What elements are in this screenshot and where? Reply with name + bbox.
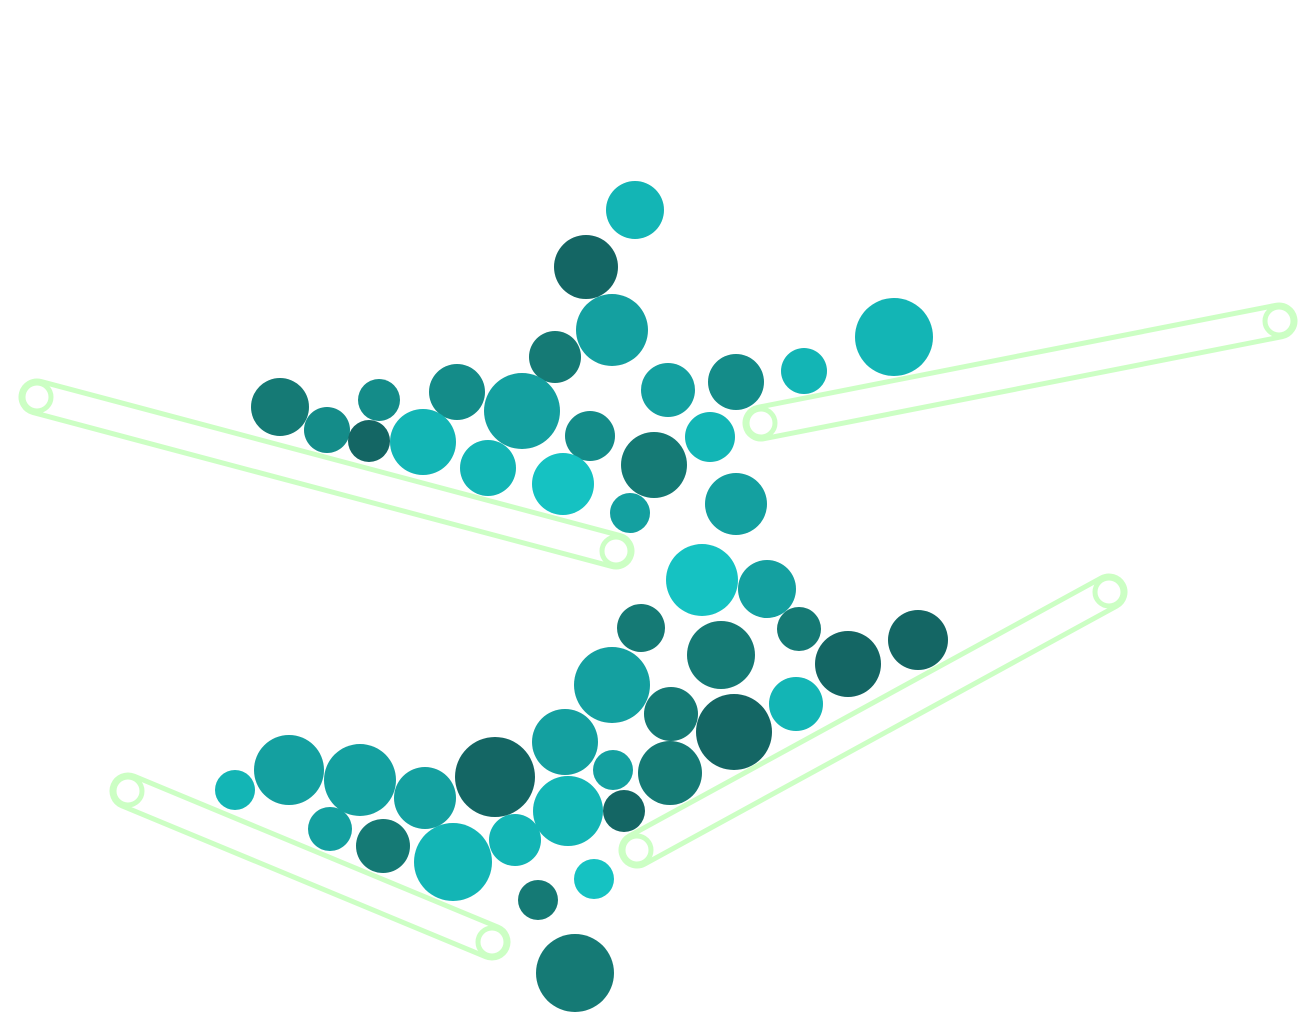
ball	[638, 741, 702, 805]
ball	[215, 770, 255, 810]
conveyor-upper-left	[18, 378, 635, 570]
ball	[687, 621, 755, 689]
ball	[610, 493, 650, 533]
ball	[532, 709, 598, 775]
ball	[356, 819, 410, 873]
conveyor-roller-start	[111, 774, 145, 808]
ball	[777, 607, 821, 651]
ball	[414, 823, 492, 901]
conveyor-roller-start	[20, 380, 54, 414]
ball	[455, 737, 535, 817]
ball	[390, 409, 456, 475]
ball	[536, 934, 614, 1012]
ball	[254, 735, 324, 805]
conveyor-roller-start	[620, 833, 654, 867]
conveyor-lower-right	[618, 573, 1128, 869]
ball	[565, 411, 615, 461]
ball	[574, 859, 614, 899]
ball	[769, 677, 823, 731]
ball	[685, 412, 735, 462]
ball	[484, 373, 560, 449]
ball	[394, 767, 456, 829]
ball	[532, 453, 594, 515]
ball	[815, 631, 881, 697]
ball	[529, 331, 581, 383]
conveyor-belts	[18, 302, 1298, 961]
conveyor-roller-end	[1092, 575, 1126, 609]
ball	[644, 687, 698, 741]
ball	[251, 378, 309, 436]
ball	[603, 790, 645, 832]
ball	[429, 364, 485, 420]
ball	[617, 604, 665, 652]
ball	[460, 440, 516, 496]
ball	[304, 407, 350, 453]
conveyor-lower-left	[109, 772, 511, 961]
conveyor-belt-body	[742, 302, 1298, 442]
ball	[324, 744, 396, 816]
ball	[855, 298, 933, 376]
ball	[606, 181, 664, 239]
ball	[348, 420, 390, 462]
ball	[621, 432, 687, 498]
ball	[358, 379, 400, 421]
ball	[708, 354, 764, 410]
ball	[576, 294, 648, 366]
ball	[738, 560, 796, 618]
conveyor-roller-end	[599, 534, 633, 568]
ball	[705, 473, 767, 535]
conveyor-roller-end	[1262, 304, 1296, 338]
ball	[308, 807, 352, 851]
ball	[518, 880, 558, 920]
ball	[781, 348, 827, 394]
conveyor-upper-right	[742, 302, 1298, 442]
ball	[533, 776, 603, 846]
ball	[641, 363, 695, 417]
ball	[593, 750, 633, 790]
ball	[666, 544, 738, 616]
conveyor-roller-end	[475, 925, 509, 959]
ball	[696, 694, 772, 770]
ball	[554, 235, 618, 299]
ball	[574, 647, 650, 723]
conveyor-roller-start	[744, 406, 778, 440]
ball	[888, 610, 948, 670]
ball	[489, 814, 541, 866]
ball-pile	[215, 181, 948, 1012]
